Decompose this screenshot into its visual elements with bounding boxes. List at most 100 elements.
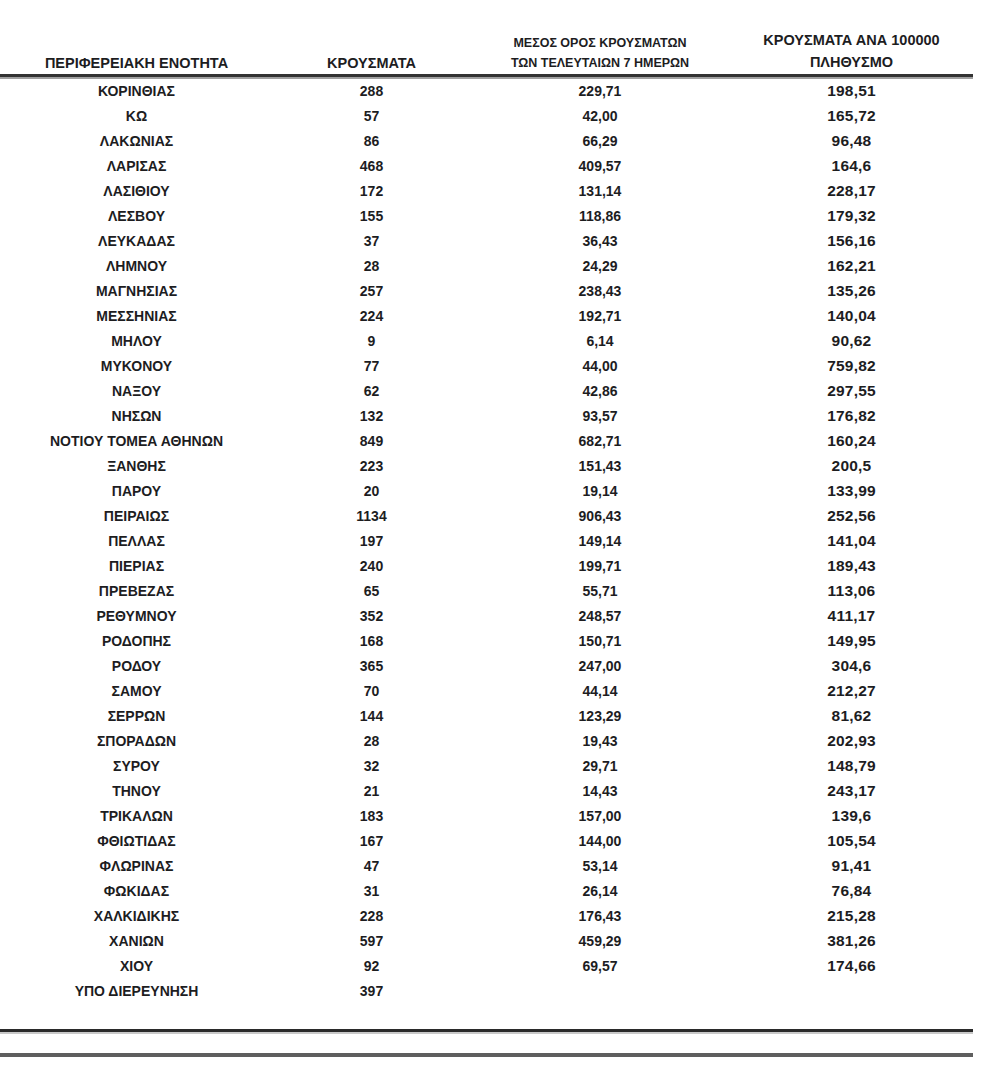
avg7-cell: 459,29 (470, 928, 730, 953)
table-header-row: ΠΕΡΙΦΕΡΕΙΑΚΗ ΕΝΟΤΗΤΑ ΚΡΟΥΣΜΑΤΑ ΜΕΣΟΣ ΟΡΟ… (0, 18, 973, 74)
cases-cell: 62 (273, 378, 470, 403)
per100k-cell: 160,24 (730, 428, 973, 453)
table-row: ΜΗΛΟΥ96,1490,62 (0, 328, 973, 353)
region-cell: ΡΟΔΟΠΗΣ (0, 628, 273, 653)
avg7-cell: 19,14 (470, 478, 730, 503)
region-cell: ΣΥΡΟΥ (0, 753, 273, 778)
region-cell: ΜΥΚΟΝΟΥ (0, 353, 273, 378)
cases-cell: 365 (273, 653, 470, 678)
region-cell: ΞΑΝΘΗΣ (0, 453, 273, 478)
cases-cell: 20 (273, 478, 470, 503)
table-row: ΥΠΟ ΔΙΕΡΕΥΝΗΣΗ397 (0, 978, 973, 1003)
cases-cell: 352 (273, 603, 470, 628)
cases-cell: 132 (273, 403, 470, 428)
per100k-cell: 140,04 (730, 303, 973, 328)
table-row: ΦΛΩΡΙΝΑΣ4753,1491,41 (0, 853, 973, 878)
table-row: ΠΕΛΛΑΣ197149,14141,04 (0, 528, 973, 553)
header-7day-average: ΜΕΣΟΣ ΟΡΟΣ ΚΡΟΥΣΜΑΤΩΝ ΤΩΝ ΤΕΛΕΥΤΑΙΩΝ 7 Η… (470, 18, 730, 74)
per100k-cell: 759,82 (730, 353, 973, 378)
region-cell: ΦΘΙΩΤΙΔΑΣ (0, 828, 273, 853)
table-row: ΛΗΜΝΟΥ2824,29162,21 (0, 253, 973, 278)
region-cell: ΣΕΡΡΩΝ (0, 703, 273, 728)
cases-cell: 240 (273, 553, 470, 578)
region-cell: ΠΙΕΡΙΑΣ (0, 553, 273, 578)
cases-cell: 155 (273, 203, 470, 228)
avg7-cell: 66,29 (470, 128, 730, 153)
per100k-cell: 162,21 (730, 253, 973, 278)
region-cell: ΧΙΟΥ (0, 953, 273, 978)
table-row: ΠΙΕΡΙΑΣ240199,71189,43 (0, 553, 973, 578)
bottom-divider-rule-lower (0, 1053, 973, 1057)
cases-cell: 168 (273, 628, 470, 653)
cases-cell: 65 (273, 578, 470, 603)
cases-cell: 86 (273, 128, 470, 153)
avg7-cell: 199,71 (470, 553, 730, 578)
avg7-cell: 6,14 (470, 328, 730, 353)
header-cases-per-100k-line2: ΠΛΗΘΥΣΜΟ (810, 51, 893, 73)
table-row: ΦΩΚΙΔΑΣ3126,1476,84 (0, 878, 973, 903)
per100k-cell: 411,17 (730, 603, 973, 628)
avg7-cell: 29,71 (470, 753, 730, 778)
table-row: ΚΩ5742,00165,72 (0, 103, 973, 128)
header-divider-rule (0, 74, 973, 77)
table-row: ΣΕΡΡΩΝ144123,2981,62 (0, 703, 973, 728)
cases-cell: 28 (273, 253, 470, 278)
avg7-cell: 42,00 (470, 103, 730, 128)
avg7-cell: 192,71 (470, 303, 730, 328)
per100k-cell: 156,16 (730, 228, 973, 253)
cases-cell: 172 (273, 178, 470, 203)
avg7-cell: 44,14 (470, 678, 730, 703)
avg7-cell (470, 978, 730, 1003)
per100k-cell: 81,62 (730, 703, 973, 728)
avg7-cell: 19,43 (470, 728, 730, 753)
region-cell: ΜΕΣΣΗΝΙΑΣ (0, 303, 273, 328)
region-cell: ΣΑΜΟΥ (0, 678, 273, 703)
per100k-cell: 141,04 (730, 528, 973, 553)
region-cell: ΧΑΛΚΙΔΙΚΗΣ (0, 903, 273, 928)
cases-cell: 288 (273, 78, 470, 103)
table-row: ΛΕΣΒΟΥ155118,86179,32 (0, 203, 973, 228)
cases-cell: 37 (273, 228, 470, 253)
cases-cell: 167 (273, 828, 470, 853)
table-row: ΛΑΡΙΣΑΣ468409,57164,6 (0, 153, 973, 178)
region-cell: ΛΑΚΩΝΙΑΣ (0, 128, 273, 153)
cases-cell: 70 (273, 678, 470, 703)
avg7-cell: 24,29 (470, 253, 730, 278)
region-cell: ΧΑΝΙΩΝ (0, 928, 273, 953)
per100k-cell: 165,72 (730, 103, 973, 128)
avg7-cell: 53,14 (470, 853, 730, 878)
per100k-cell: 90,62 (730, 328, 973, 353)
table-row: ΛΕΥΚΑΔΑΣ3736,43156,16 (0, 228, 973, 253)
per100k-cell (730, 978, 973, 1003)
region-cell: ΛΕΣΒΟΥ (0, 203, 273, 228)
avg7-cell: 176,43 (470, 903, 730, 928)
avg7-cell: 131,14 (470, 178, 730, 203)
table-row: ΡΟΔΟΥ365247,00304,6 (0, 653, 973, 678)
table-row: ΦΘΙΩΤΙΔΑΣ167144,00105,54 (0, 828, 973, 853)
region-cell: ΝΟΤΙΟΥ ΤΟΜΕΑ ΑΘΗΝΩΝ (0, 428, 273, 453)
per100k-cell: 176,82 (730, 403, 973, 428)
avg7-cell: 44,00 (470, 353, 730, 378)
region-cell: ΛΕΥΚΑΔΑΣ (0, 228, 273, 253)
table-row: ΝΗΣΩΝ13293,57176,82 (0, 403, 973, 428)
per100k-cell: 105,54 (730, 828, 973, 853)
cases-cell: 223 (273, 453, 470, 478)
per100k-cell: 96,48 (730, 128, 973, 153)
per100k-cell: 304,6 (730, 653, 973, 678)
cases-cell: 144 (273, 703, 470, 728)
table-row: ΠΕΙΡΑΙΩΣ1134906,43252,56 (0, 503, 973, 528)
per100k-cell: 139,6 (730, 803, 973, 828)
table-row: ΡΟΔΟΠΗΣ168150,71149,95 (0, 628, 973, 653)
region-cell: ΠΑΡΟΥ (0, 478, 273, 503)
region-cell: ΛΑΣΙΘΙΟΥ (0, 178, 273, 203)
table-row: ΧΑΝΙΩΝ597459,29381,26 (0, 928, 973, 953)
per100k-cell: 149,95 (730, 628, 973, 653)
table-row: ΠΡΕΒΕΖΑΣ6555,71113,06 (0, 578, 973, 603)
region-cell: ΛΗΜΝΟΥ (0, 253, 273, 278)
per100k-cell: 381,26 (730, 928, 973, 953)
header-regional-unit-label: ΠΕΡΙΦΕΡΕΙΑΚΗ ΕΝΟΤΗΤΑ (45, 54, 228, 73)
table-row: ΡΕΘΥΜΝΟΥ352248,57411,17 (0, 603, 973, 628)
cases-cell: 197 (273, 528, 470, 553)
region-cell: ΠΕΙΡΑΙΩΣ (0, 503, 273, 528)
cases-cell: 224 (273, 303, 470, 328)
